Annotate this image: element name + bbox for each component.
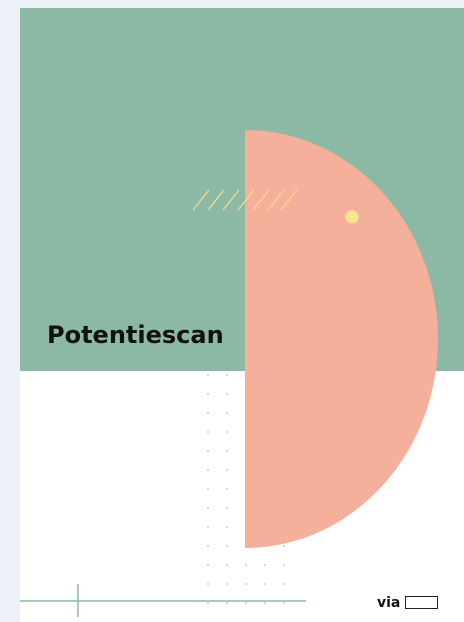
title: Potentiescan (47, 321, 224, 349)
grid-dot (245, 583, 247, 585)
grid-dot (207, 488, 209, 490)
grid-dot (283, 583, 285, 585)
grid-dot (226, 507, 228, 509)
grid-dot (245, 602, 247, 604)
grid-dot (207, 469, 209, 471)
grid-dot (245, 564, 247, 566)
grid-dot (226, 545, 228, 547)
grid-dot (207, 431, 209, 433)
grid-dot (207, 545, 209, 547)
grid-dot (207, 583, 209, 585)
grid-dot (226, 488, 228, 490)
grid-dot (226, 583, 228, 585)
grid-dot (226, 526, 228, 528)
grid-dot (226, 469, 228, 471)
grid-dot (283, 545, 285, 547)
via-label: via (377, 595, 400, 611)
grid-dot (207, 564, 209, 566)
grid-dot (226, 431, 228, 433)
grid-dot (283, 602, 285, 604)
grid-dot (207, 374, 209, 376)
grid-dot (264, 583, 266, 585)
grid-dot (226, 450, 228, 452)
grid-dot (207, 507, 209, 509)
grid-dot (283, 564, 285, 566)
grid-dot (226, 412, 228, 414)
dot (346, 211, 359, 224)
grid-dot (226, 374, 228, 376)
grid-dot (207, 526, 209, 528)
grid-dot (226, 393, 228, 395)
grid-dot (207, 450, 209, 452)
grid-dot (226, 602, 228, 604)
cover: Potentiescan via (0, 0, 464, 622)
grid-dot (264, 564, 266, 566)
page: Potentiescan via (() => { const data = J… (0, 0, 464, 622)
grid-dot (264, 602, 266, 604)
grid-dot (226, 564, 228, 566)
grid-dot (207, 602, 209, 604)
grid-dot (207, 412, 209, 414)
grid-dot (207, 393, 209, 395)
